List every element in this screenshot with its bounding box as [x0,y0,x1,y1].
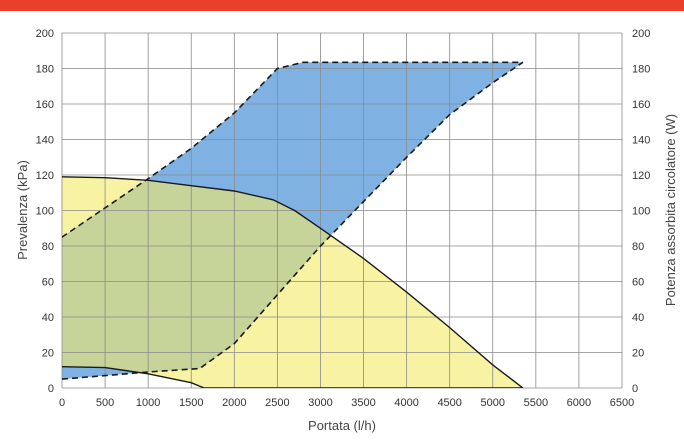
x-axis-title: Portata (l/h) [308,418,376,433]
y-left-tick-labels: 0 20 40 60 80 100 120 140 160 180 200 [36,28,54,395]
pressure-max-curve [62,176,524,388]
y-right-tick-label: 80 [632,241,644,253]
y-right-axis-title: Potenza assorbita circolatore (W) [663,114,678,306]
x-tick-label: 6000 [567,397,591,409]
x-tick-labels: 0 500 1000 1500 2000 2500 3000 3500 4000 4500 5000… [59,397,634,409]
top-accent-bar [0,0,684,11]
x-tick-label: 5000 [481,397,505,409]
power-min-curve [62,61,524,380]
x-tick-label: 6500 [610,397,634,409]
y-left-tick-label: 100 [36,206,54,218]
y-left-tick-label: 160 [36,99,54,111]
y-right-tick-label: 60 [632,277,644,289]
y-right-tick-label: 160 [632,99,650,111]
grid [61,32,623,389]
x-tick-label: 500 [96,397,114,409]
y-left-tick-label: 180 [36,64,54,76]
y-right-tick-label: 20 [632,348,644,360]
x-tick-label: 2500 [265,397,289,409]
overlap-area [62,176,523,380]
y-left-axis-title: Prevalenza (kPa) [15,160,30,260]
y-right-tick-label: 40 [632,312,644,324]
y-left-tick-label: 0 [48,383,54,395]
y-left-tick-label: 140 [36,135,54,147]
y-right-tick-label: 120 [632,170,650,182]
y-left-tick-label: 20 [42,348,54,360]
pressure-min-curve [62,366,523,388]
y-right-tick-label: 100 [632,206,650,218]
x-tick-label: 3500 [351,397,375,409]
y-left-tick-label: 60 [42,277,54,289]
y-right-tick-label: 200 [632,28,650,40]
y-left-tick-label: 200 [36,28,54,40]
power-max-curve [62,61,523,238]
x-tick-label: 3000 [308,397,332,409]
y-right-tick-label: 180 [632,64,650,76]
y-right-tick-label: 140 [632,135,650,147]
x-tick-label: 5500 [524,397,548,409]
x-tick-label: 1500 [179,397,203,409]
x-tick-label: 2000 [222,397,246,409]
y-right-tick-label: 0 [632,383,638,395]
x-tick-label: 0 [59,397,65,409]
x-tick-label: 1000 [136,397,160,409]
x-tick-label: 4500 [437,397,461,409]
y-right-tick-labels: 0 20 40 60 80 100 120 140 160 180 200 [632,28,650,395]
y-left-tick-label: 40 [42,312,54,324]
x-tick-label: 4000 [394,397,418,409]
y-left-tick-label: 120 [36,170,54,182]
y-left-tick-label: 80 [42,241,54,253]
